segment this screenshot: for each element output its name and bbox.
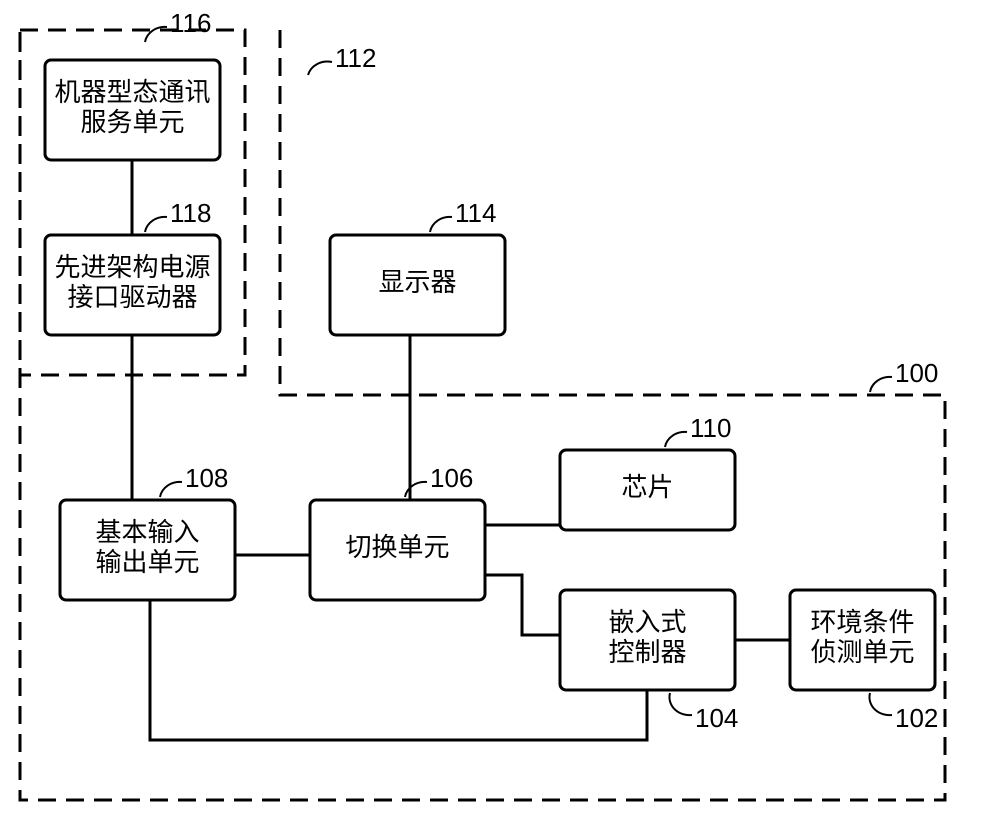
- ref-lead-100: [870, 377, 892, 392]
- diagram-stage: 机器型态通讯服务单元先进架构电源接口驱动器 显示器基本输入输出单元 切换单元 芯片嵌入…: [0, 0, 1000, 814]
- ref-lead-108: [160, 482, 182, 497]
- connector-5: [485, 575, 560, 635]
- ref-number-110: 110: [690, 413, 731, 443]
- box-label-118-0: 先进架构电源: [54, 253, 210, 282]
- ref-lead-102: [869, 693, 892, 715]
- ref-number-118: 118: [170, 198, 211, 228]
- ref-lead-104: [669, 693, 692, 715]
- ref-number-100: 100: [895, 358, 938, 388]
- ref-number-102: 102: [895, 703, 938, 733]
- box-label-104-0: 嵌入式: [608, 608, 686, 637]
- box-label-116-0: 机器型态通讯: [54, 78, 210, 107]
- box-label-118-1: 接口驱动器: [67, 283, 197, 312]
- box-label-108-1: 输出单元: [95, 548, 199, 577]
- box-label-102-1: 侦测单元: [810, 638, 914, 667]
- box-label-102-0: 环境条件: [810, 608, 914, 637]
- boxes-group: 机器型态通讯服务单元先进架构电源接口驱动器 显示器基本输入输出单元 切换单元 芯片嵌入…: [45, 60, 935, 690]
- box-label-106-0: 切换单元: [345, 533, 449, 562]
- ref-number-114: 114: [455, 198, 496, 228]
- ref-number-108: 108: [185, 463, 228, 493]
- ref-lead-114: [430, 217, 452, 232]
- ref-lead-110: [665, 432, 687, 447]
- box-label-116-1: 服务单元: [80, 108, 184, 137]
- box-label-114-0: 显示器: [378, 268, 456, 297]
- box-label-110-0: 芯片: [621, 473, 673, 502]
- ref-number-104: 104: [695, 703, 738, 733]
- ref-number-116: 116: [170, 8, 211, 38]
- ref-lead-112: [308, 62, 332, 75]
- box-label-104-1: 控制器: [608, 638, 686, 667]
- ref-lead-118: [145, 217, 167, 232]
- ref-leads-group: [145, 27, 892, 715]
- ref-number-106: 106: [430, 463, 473, 493]
- box-label-108-0: 基本输入: [95, 518, 199, 547]
- ref-lead-106: [405, 482, 427, 497]
- ref-number-112: 112: [335, 43, 376, 73]
